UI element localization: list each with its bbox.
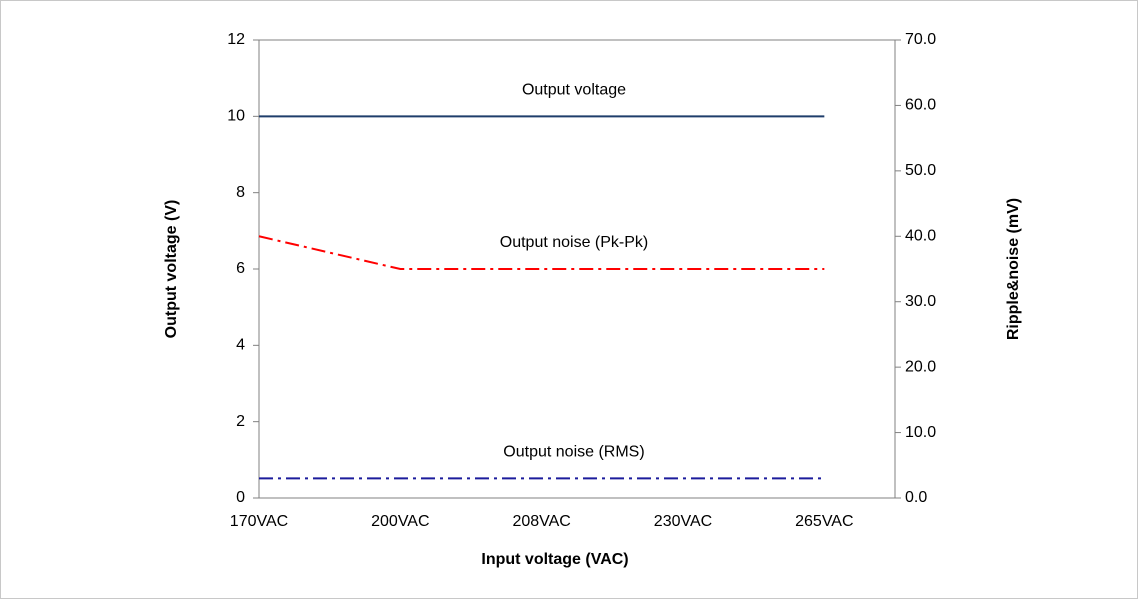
x-axis-title: Input voltage (VAC) (481, 551, 628, 568)
y2-tick-label: 60.0 (905, 97, 936, 114)
y2-tick-label: 50.0 (905, 162, 936, 179)
y2-tick-label: 0.0 (905, 489, 927, 506)
series-label: Output noise (Pk-Pk) (500, 234, 649, 251)
x-tick-label: 208VAC (512, 513, 570, 530)
y2-tick-label: 70.0 (905, 31, 936, 48)
x-tick-label: 230VAC (654, 513, 712, 530)
series-label: Output noise (RMS) (503, 444, 644, 461)
y2-tick-label: 40.0 (905, 228, 936, 245)
y-tick-label: 2 (236, 413, 245, 430)
y2-axis-title: Ripple&noise (mV) (1005, 198, 1022, 340)
x-tick-label: 200VAC (371, 513, 429, 530)
x-tick-label: 170VAC (230, 513, 288, 530)
y-tick-label: 10 (227, 108, 245, 125)
series-label: Output voltage (522, 82, 626, 99)
y2-tick-label: 10.0 (905, 424, 936, 441)
y2-tick-label: 20.0 (905, 358, 936, 375)
y-tick-label: 6 (236, 260, 245, 277)
y-axis-title: Output voltage (V) (163, 200, 180, 339)
y-tick-label: 4 (236, 337, 245, 354)
x-tick-label: 265VAC (795, 513, 853, 530)
y-tick-label: 12 (227, 31, 245, 48)
y-tick-label: 0 (236, 489, 245, 506)
y-tick-label: 8 (236, 184, 245, 201)
y2-tick-label: 30.0 (905, 293, 936, 310)
